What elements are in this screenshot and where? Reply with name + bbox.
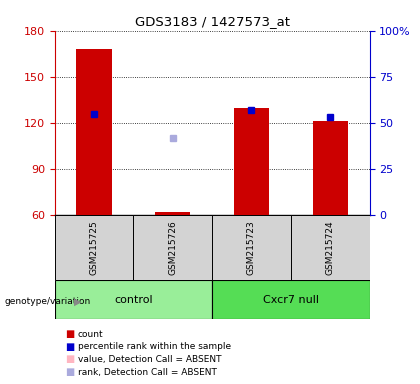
Bar bbox=[55, 280, 212, 319]
Text: value, Detection Call = ABSENT: value, Detection Call = ABSENT bbox=[78, 355, 221, 364]
Text: GSM215725: GSM215725 bbox=[89, 220, 98, 275]
Text: rank, Detection Call = ABSENT: rank, Detection Call = ABSENT bbox=[78, 367, 217, 377]
Text: GSM215724: GSM215724 bbox=[326, 220, 335, 275]
Text: ■: ■ bbox=[65, 342, 74, 352]
Bar bbox=[212, 215, 291, 280]
Bar bbox=[55, 215, 134, 280]
Bar bbox=[234, 108, 269, 215]
Bar bbox=[291, 215, 370, 280]
Text: ▶: ▶ bbox=[74, 296, 81, 306]
Title: GDS3183 / 1427573_at: GDS3183 / 1427573_at bbox=[134, 15, 290, 28]
Text: ■: ■ bbox=[65, 329, 74, 339]
Text: percentile rank within the sample: percentile rank within the sample bbox=[78, 342, 231, 351]
Bar bbox=[76, 49, 112, 215]
Text: ■: ■ bbox=[65, 367, 74, 377]
Text: ■: ■ bbox=[65, 354, 74, 364]
Text: count: count bbox=[78, 329, 103, 339]
Bar bbox=[155, 212, 190, 215]
Text: control: control bbox=[114, 295, 152, 305]
Text: GSM215726: GSM215726 bbox=[168, 220, 177, 275]
Text: genotype/variation: genotype/variation bbox=[4, 297, 90, 306]
Bar bbox=[312, 121, 348, 215]
Text: Cxcr7 null: Cxcr7 null bbox=[263, 295, 319, 305]
Text: GSM215723: GSM215723 bbox=[247, 220, 256, 275]
Bar bbox=[134, 215, 212, 280]
Bar bbox=[212, 280, 370, 319]
